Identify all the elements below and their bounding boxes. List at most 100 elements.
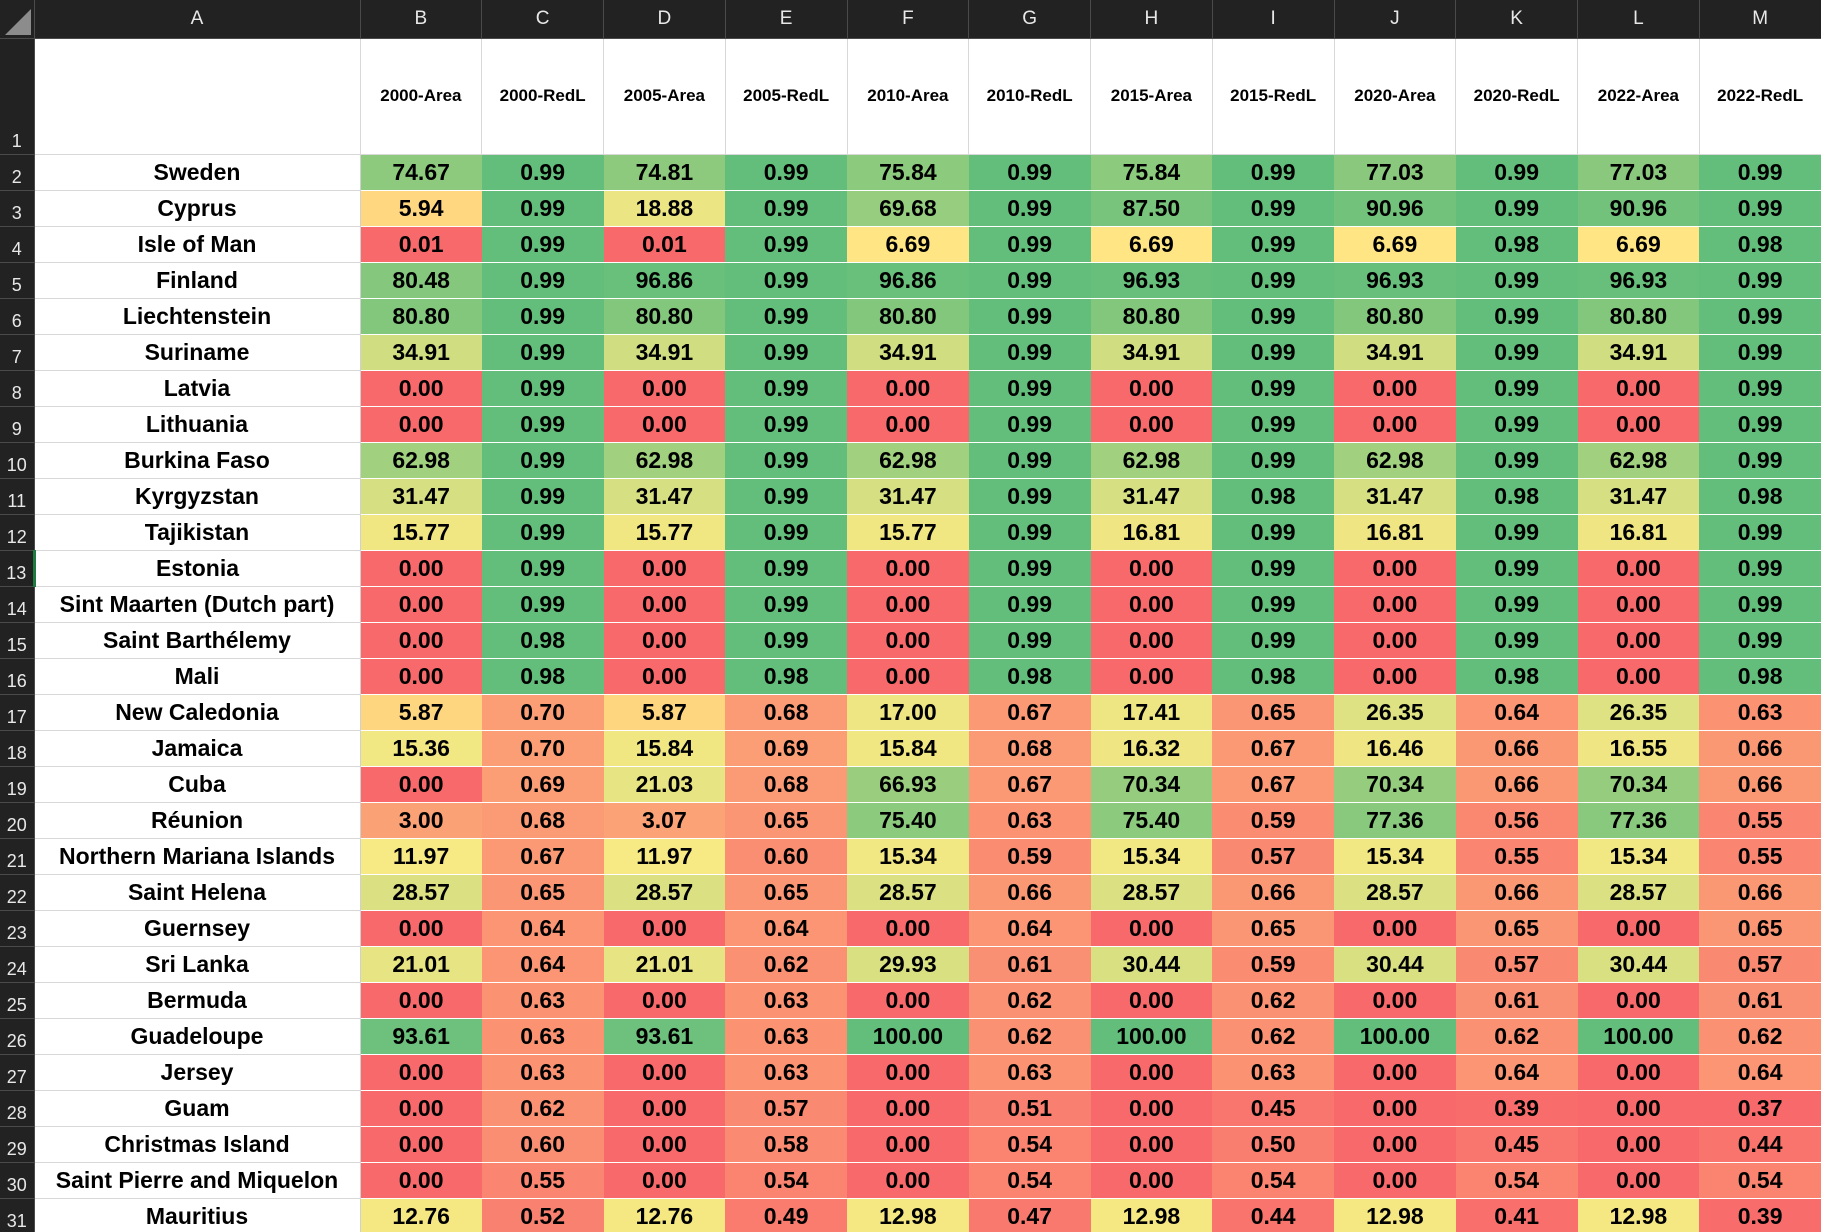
redlist-value-cell[interactable]: 0.65 (725, 802, 847, 839)
area-value-cell[interactable]: 16.81 (1090, 514, 1213, 551)
redlist-value-cell[interactable]: 0.99 (1699, 622, 1821, 659)
area-value-cell[interactable]: 0.00 (1577, 550, 1700, 587)
area-value-cell[interactable]: 31.47 (360, 478, 482, 515)
redlist-value-cell[interactable]: 0.54 (1699, 1162, 1821, 1199)
redlist-value-cell[interactable]: 0.39 (1699, 1198, 1821, 1232)
area-value-cell[interactable]: 34.91 (603, 334, 726, 371)
country-cell[interactable]: Jersey (34, 1054, 361, 1091)
redlist-value-cell[interactable]: 0.57 (1212, 838, 1334, 875)
redlist-value-cell[interactable]: 0.65 (725, 874, 847, 911)
redlist-value-cell[interactable]: 0.51 (968, 1090, 1091, 1127)
area-value-cell[interactable]: 15.34 (1090, 838, 1213, 875)
area-value-cell[interactable]: 15.36 (360, 730, 482, 767)
country-cell[interactable]: Mali (34, 658, 361, 695)
area-value-cell[interactable]: 0.00 (603, 622, 726, 659)
redlist-value-cell[interactable]: 0.99 (1212, 514, 1334, 551)
redlist-value-cell[interactable]: 0.99 (481, 262, 604, 299)
redlist-value-cell[interactable]: 0.55 (1455, 838, 1578, 875)
column-header-d[interactable]: D (603, 0, 726, 39)
redlist-value-cell[interactable]: 0.60 (481, 1126, 604, 1163)
area-value-cell[interactable]: 70.34 (1334, 766, 1456, 803)
redlist-value-cell[interactable]: 0.99 (725, 154, 847, 191)
redlist-value-cell[interactable]: 0.99 (968, 622, 1091, 659)
area-value-cell[interactable]: 0.00 (847, 370, 969, 407)
redlist-value-cell[interactable]: 0.99 (481, 370, 604, 407)
redlist-value-cell[interactable]: 0.39 (1455, 1090, 1578, 1127)
area-value-cell[interactable]: 0.00 (1577, 1090, 1700, 1127)
area-value-cell[interactable]: 31.47 (847, 478, 969, 515)
row-header[interactable]: 16 (0, 658, 35, 695)
column-header-a[interactable]: A (34, 0, 361, 39)
area-value-cell[interactable]: 28.57 (1090, 874, 1213, 911)
redlist-value-cell[interactable]: 0.99 (1699, 514, 1821, 551)
area-value-cell[interactable]: 0.01 (603, 226, 726, 263)
area-value-cell[interactable]: 80.80 (360, 298, 482, 335)
redlist-value-cell[interactable]: 0.67 (481, 838, 604, 875)
redlist-value-cell[interactable]: 0.98 (1699, 226, 1821, 263)
redlist-value-cell[interactable]: 0.98 (1455, 226, 1578, 263)
area-value-cell[interactable]: 0.00 (1090, 1054, 1213, 1091)
redlist-value-cell[interactable]: 0.62 (1212, 982, 1334, 1019)
area-value-cell[interactable]: 0.00 (603, 658, 726, 695)
redlist-value-cell[interactable]: 0.66 (1455, 874, 1578, 911)
redlist-value-cell[interactable]: 0.63 (481, 1054, 604, 1091)
area-value-cell[interactable]: 0.00 (1090, 1162, 1213, 1199)
redlist-value-cell[interactable]: 0.98 (1455, 658, 1578, 695)
country-cell[interactable]: Northern Mariana Islands (34, 838, 361, 875)
area-value-cell[interactable]: 0.00 (847, 910, 969, 947)
area-value-cell[interactable]: 30.44 (1577, 946, 1700, 983)
country-cell[interactable]: Tajikistan (34, 514, 361, 551)
area-value-cell[interactable]: 6.69 (1090, 226, 1213, 263)
redlist-value-cell[interactable]: 0.99 (1212, 370, 1334, 407)
redlist-value-cell[interactable]: 0.99 (1455, 514, 1578, 551)
row-header[interactable]: 31 (0, 1198, 35, 1232)
area-value-cell[interactable]: 0.00 (360, 1162, 482, 1199)
redlist-value-cell[interactable]: 0.63 (968, 1054, 1091, 1091)
redlist-value-cell[interactable]: 0.61 (1699, 982, 1821, 1019)
redlist-value-cell[interactable]: 0.62 (725, 946, 847, 983)
redlist-value-cell[interactable]: 0.64 (968, 910, 1091, 947)
area-value-cell[interactable]: 80.48 (360, 262, 482, 299)
column-header-b[interactable]: B (360, 0, 483, 39)
area-value-cell[interactable]: 77.36 (1334, 802, 1456, 839)
area-value-cell[interactable]: 0.00 (847, 1054, 969, 1091)
area-value-cell[interactable]: 96.93 (1334, 262, 1456, 299)
redlist-value-cell[interactable]: 0.99 (725, 298, 847, 335)
header-cell-2010-area[interactable]: 2010-Area (847, 38, 970, 155)
area-value-cell[interactable]: 34.91 (1334, 334, 1456, 371)
row-header[interactable]: 5 (0, 262, 35, 299)
area-value-cell[interactable]: 11.97 (360, 838, 482, 875)
country-cell[interactable]: Latvia (34, 370, 361, 407)
area-value-cell[interactable]: 100.00 (847, 1018, 969, 1055)
area-value-cell[interactable]: 0.00 (1334, 550, 1456, 587)
redlist-value-cell[interactable]: 0.99 (481, 478, 604, 515)
redlist-value-cell[interactable]: 0.99 (1455, 154, 1578, 191)
area-value-cell[interactable]: 0.00 (1577, 982, 1700, 1019)
redlist-value-cell[interactable]: 0.98 (1212, 478, 1334, 515)
area-value-cell[interactable]: 3.00 (360, 802, 482, 839)
redlist-value-cell[interactable]: 0.66 (1212, 874, 1334, 911)
area-value-cell[interactable]: 96.93 (1577, 262, 1700, 299)
country-cell[interactable]: New Caledonia (34, 694, 361, 731)
row-header[interactable]: 12 (0, 514, 35, 551)
row-header[interactable]: 1 (0, 38, 35, 155)
redlist-value-cell[interactable]: 0.99 (725, 442, 847, 479)
area-value-cell[interactable]: 34.91 (1577, 334, 1700, 371)
country-cell[interactable]: Estonia (34, 550, 361, 587)
area-value-cell[interactable]: 0.00 (1334, 370, 1456, 407)
redlist-value-cell[interactable]: 0.66 (1699, 730, 1821, 767)
redlist-value-cell[interactable]: 0.99 (1455, 190, 1578, 227)
area-value-cell[interactable]: 0.00 (1090, 658, 1213, 695)
redlist-value-cell[interactable]: 0.99 (481, 298, 604, 335)
select-all-corner[interactable] (0, 0, 35, 39)
redlist-value-cell[interactable]: 0.44 (1699, 1126, 1821, 1163)
row-header[interactable]: 21 (0, 838, 35, 875)
redlist-value-cell[interactable]: 0.63 (481, 1018, 604, 1055)
area-value-cell[interactable]: 0.00 (1577, 406, 1700, 443)
redlist-value-cell[interactable]: 0.52 (481, 1198, 604, 1232)
area-value-cell[interactable]: 0.00 (847, 406, 969, 443)
redlist-value-cell[interactable]: 0.99 (1699, 298, 1821, 335)
area-value-cell[interactable]: 0.00 (603, 910, 726, 947)
country-cell[interactable]: Cyprus (34, 190, 361, 227)
area-value-cell[interactable]: 96.86 (603, 262, 726, 299)
